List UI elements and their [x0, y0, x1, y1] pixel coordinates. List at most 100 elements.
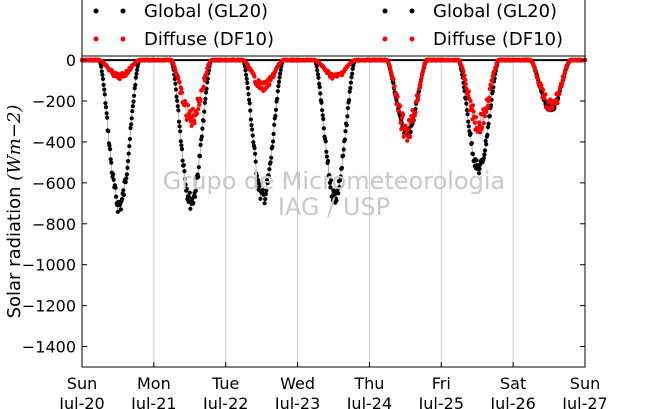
data-point — [103, 101, 108, 106]
data-point — [174, 94, 179, 99]
legend-marker — [409, 8, 415, 14]
data-point — [273, 113, 278, 118]
data-point — [402, 133, 407, 138]
x-tick-day: Sat — [500, 374, 526, 393]
diffuse-series — [79, 57, 588, 143]
data-point — [203, 90, 209, 95]
data-point — [350, 71, 355, 76]
data-point — [486, 99, 491, 104]
x-tick-date: Jul-22 — [202, 394, 248, 409]
data-point — [276, 84, 281, 89]
data-point — [483, 138, 488, 144]
legend-marker — [120, 8, 126, 14]
data-point — [173, 87, 179, 92]
data-point — [187, 190, 192, 195]
data-point — [250, 127, 255, 132]
data-point — [481, 156, 486, 161]
data-point — [482, 152, 487, 157]
data-point — [321, 126, 326, 131]
legend-marker — [382, 36, 388, 42]
data-point — [349, 75, 354, 80]
data-point — [327, 173, 332, 178]
data-point — [399, 127, 404, 132]
data-point — [405, 138, 410, 143]
data-point — [176, 108, 181, 113]
legend-label: Global (GL20) — [433, 1, 557, 22]
data-point — [315, 68, 320, 73]
data-point — [111, 172, 116, 177]
data-point — [204, 70, 209, 75]
data-point — [248, 117, 253, 122]
data-point — [478, 130, 483, 135]
data-point — [121, 188, 126, 193]
legend-marker — [409, 36, 415, 42]
data-point — [100, 76, 106, 82]
data-point — [196, 174, 201, 179]
x-tick-day: Tue — [211, 374, 239, 393]
watermark-line-2: IAG / USP — [278, 193, 390, 221]
data-point — [490, 74, 495, 79]
data-point — [202, 78, 207, 83]
data-point — [114, 194, 119, 199]
data-point — [477, 166, 482, 171]
data-point — [334, 198, 339, 203]
data-point — [326, 158, 331, 164]
y-tick-label: −800 — [32, 215, 76, 234]
legend: Global (GL20) Diffuse (DF10) Global (GL20)… — [81, 0, 586, 56]
data-point — [398, 120, 403, 125]
data-point — [178, 129, 183, 134]
legend-label: Diffuse (DF10) — [144, 29, 274, 50]
data-point — [133, 82, 138, 88]
data-point — [124, 172, 129, 177]
data-point — [269, 155, 274, 160]
data-point — [474, 158, 479, 163]
data-point — [348, 80, 353, 85]
y-axis: 0 −200 −400 −600 −800 −1000 −1200 −1400 — [22, 51, 585, 357]
data-point — [251, 140, 256, 145]
legend-marker — [93, 36, 99, 42]
data-point — [345, 114, 350, 119]
data-point — [316, 75, 321, 80]
data-point — [192, 121, 197, 126]
data-point — [464, 86, 469, 91]
data-point — [102, 87, 107, 92]
data-point — [413, 110, 418, 115]
data-point — [400, 112, 406, 117]
data-point — [129, 116, 134, 121]
data-point — [129, 122, 134, 127]
data-point — [113, 185, 118, 190]
data-point — [106, 129, 111, 134]
watermark-line-1: Grupo de Micrometeorologia — [163, 167, 505, 195]
data-point — [179, 90, 185, 95]
x-tick-date: Jul-24 — [346, 394, 392, 409]
data-point — [543, 92, 548, 97]
data-point — [416, 93, 421, 98]
data-point — [178, 139, 183, 144]
data-point — [256, 178, 261, 183]
data-point — [533, 69, 539, 74]
legend-marker — [382, 8, 388, 14]
data-point — [272, 122, 277, 127]
data-point — [182, 176, 188, 181]
data-point — [127, 144, 132, 149]
data-point — [194, 111, 200, 116]
data-point — [403, 123, 408, 128]
data-point — [132, 86, 137, 91]
data-point — [561, 75, 567, 80]
data-point — [253, 151, 258, 156]
data-point — [179, 147, 185, 152]
data-point — [244, 72, 249, 77]
data-point — [108, 157, 113, 162]
x-tick-day: Sun — [570, 374, 600, 393]
data-point — [197, 102, 202, 107]
data-point — [257, 181, 262, 186]
data-point — [189, 123, 194, 128]
data-point — [408, 134, 413, 139]
data-point — [128, 125, 133, 131]
data-point — [397, 104, 403, 109]
data-point — [341, 147, 346, 152]
x-tick-day: Mon — [137, 374, 171, 393]
data-point — [320, 113, 325, 118]
data-point — [135, 67, 140, 73]
data-point — [317, 81, 322, 86]
